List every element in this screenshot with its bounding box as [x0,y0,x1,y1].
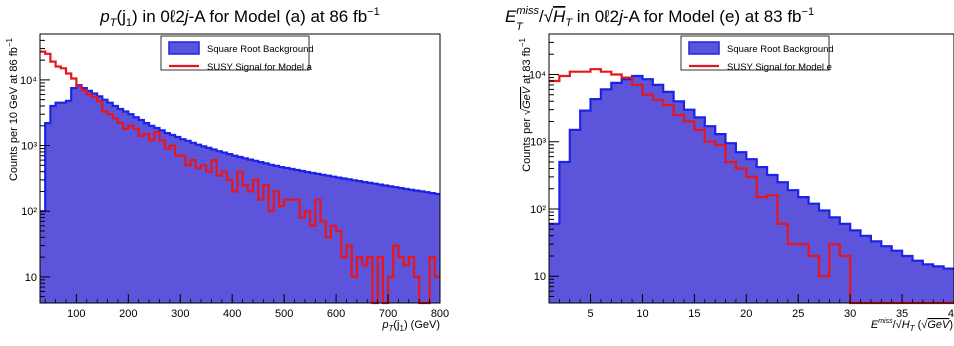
x-tick-label: 800 [431,308,449,320]
series-line-background [40,84,440,213]
series-fill-background [40,85,440,303]
y-tick-label: 10² [21,206,37,218]
x-tick-label: 35 [896,308,908,320]
x-tick-label: 25 [792,308,804,320]
legend-label: SUSY Signal for Model e [727,62,832,73]
chart-title-subscript: T [516,21,524,33]
x-tick-label: 600 [327,308,345,320]
x-axis-label: pT(j1) (GeV) [381,319,440,333]
y-tick-label: 10 [25,272,37,284]
series-line-signal [549,68,954,305]
x-tick-label: 40 [948,308,954,320]
legend-swatch-background [688,41,720,55]
y-tick-label: 10³ [530,137,546,149]
x-tick-label: 300 [171,308,189,320]
legend-label: SUSY Signal for Model a [207,62,313,73]
y-tick-label: 10³ [21,141,37,153]
chart-svg-1: 5 10 15 20 25 30 35 40 10 10² 10³ 10⁴ Square Root Ba… [505,5,954,333]
series-line-background [549,74,954,270]
chart-right: 5 10 15 20 25 30 35 40 10 10² 10³ 10⁴ Square Root Ba… [477,0,954,341]
x-tick-label: 15 [688,308,700,320]
y-tick-label: 10⁴ [529,69,546,81]
y-axis-label: Counts per √GeV at 83 fb−1 [518,37,533,171]
chart-title: Emiss/√HT in 0ℓ2j-A for Model (e) at 83 … [505,5,814,29]
x-tick-label: 400 [223,308,241,320]
legend-label: Square Root Background [727,44,834,55]
x-tick-label: 20 [740,308,752,320]
chart-title: pT(j1) in 0ℓ2j-A for Model (a) at 86 fb−… [99,6,379,29]
x-tick-label: 5 [587,308,593,320]
x-tick-label: 500 [275,308,293,320]
x-axis-label: Emiss/√HT (√GeV) [871,318,953,333]
x-tick-label: 700 [379,308,397,320]
chart-svg-0: 100 200 300 400 500 600 700 800 10 10² 10³ 10⁴ Squar… [5,6,449,333]
y-tick-label: 10 [534,271,546,283]
y-tick-label: 10⁴ [20,75,37,87]
x-tick-label: 30 [844,308,856,320]
legend-label: Square Root Background [207,44,314,55]
y-tick-label: 10² [530,204,546,216]
legend-swatch-background [168,41,200,55]
y-axis-label: Counts per 10 GeV at 86 fb−1 [5,37,20,181]
chart-left: 100 200 300 400 500 600 700 800 10 10² 10³ 10⁴ Squar… [0,0,477,341]
x-tick-label: 100 [67,308,85,320]
series-line-signal [40,50,440,305]
series-fill-background [549,76,954,303]
x-tick-label: 200 [119,308,137,320]
x-tick-label: 10 [636,308,648,320]
